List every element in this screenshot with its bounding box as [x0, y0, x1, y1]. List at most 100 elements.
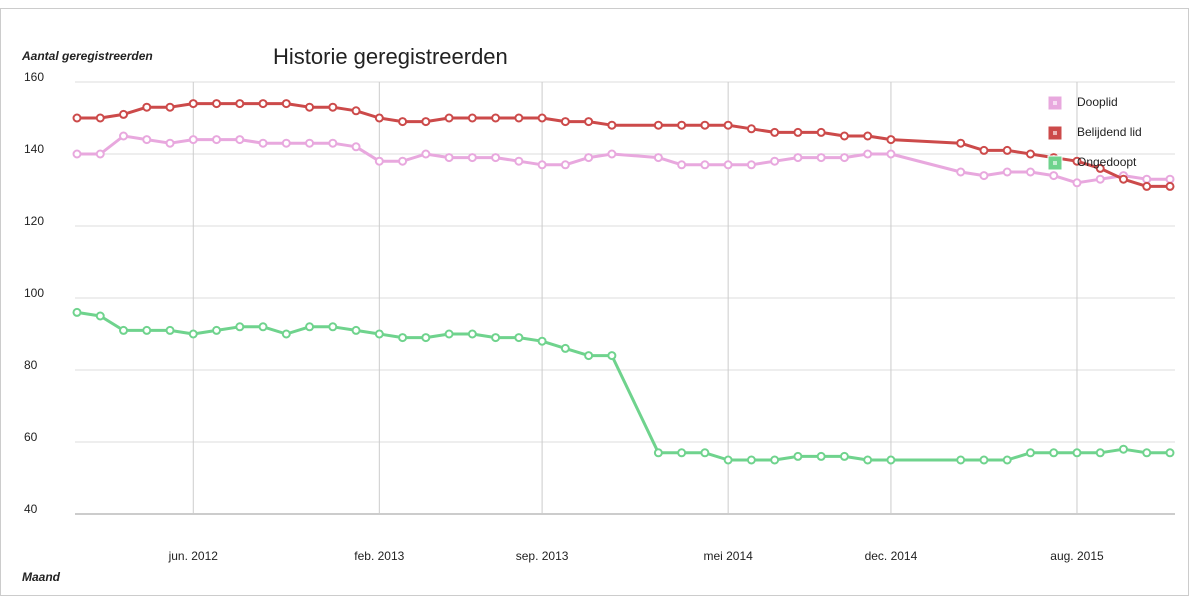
data-point [1049, 448, 1059, 458]
data-point [235, 322, 245, 332]
data-point [165, 325, 175, 335]
data-point [746, 455, 756, 465]
data-point [979, 455, 989, 465]
data-point [816, 153, 826, 163]
data-point [677, 120, 687, 130]
data-point [374, 329, 384, 339]
data-point [677, 448, 687, 458]
y-tick-label: 160 [24, 70, 44, 84]
data-point [188, 99, 198, 109]
data-point [793, 127, 803, 137]
data-point [212, 99, 222, 109]
data-point [723, 455, 733, 465]
data-point [258, 138, 268, 148]
data-point [491, 333, 501, 343]
data-point [1049, 171, 1059, 181]
data-point [1025, 149, 1035, 159]
data-point [839, 131, 849, 141]
data-point [305, 102, 315, 112]
data-point [723, 160, 733, 170]
data-point [1025, 167, 1035, 177]
data-point [467, 153, 477, 163]
data-point [560, 343, 570, 353]
data-point [1002, 145, 1012, 155]
legend-swatch-inner [1053, 101, 1057, 105]
data-point [142, 102, 152, 112]
data-point [1165, 174, 1175, 184]
data-point [839, 153, 849, 163]
data-point [700, 448, 710, 458]
data-point [770, 455, 780, 465]
data-point [1165, 448, 1175, 458]
x-tick-label: jun. 2012 [168, 549, 219, 563]
data-point [119, 131, 129, 141]
data-point [723, 120, 733, 130]
x-tick-label: mei 2014 [703, 549, 753, 563]
data-point [188, 135, 198, 145]
data-point [584, 117, 594, 127]
data-point [537, 160, 547, 170]
series [72, 131, 1175, 188]
data-point [1118, 444, 1128, 454]
data-point [863, 149, 873, 159]
data-point [165, 102, 175, 112]
data-point [1095, 448, 1105, 458]
y-tick-label: 60 [24, 430, 38, 444]
data-point [258, 99, 268, 109]
data-point [235, 135, 245, 145]
data-point [351, 106, 361, 116]
data-point [886, 149, 896, 159]
data-point [746, 124, 756, 134]
data-point [444, 329, 454, 339]
data-point [1025, 448, 1035, 458]
x-tick-label: dec. 2014 [865, 549, 918, 563]
data-point [514, 156, 524, 166]
data-point [1165, 181, 1175, 191]
data-point [188, 329, 198, 339]
x-tick-label: feb. 2013 [354, 549, 404, 563]
data-point [235, 99, 245, 109]
frame [0, 8, 1189, 596]
data-point [491, 113, 501, 123]
data-point [281, 329, 291, 339]
data-point [328, 102, 338, 112]
data-point [142, 135, 152, 145]
data-point [1142, 448, 1152, 458]
data-point [72, 307, 82, 317]
y-tick-label: 120 [24, 214, 44, 228]
data-point [886, 135, 896, 145]
data-point [281, 138, 291, 148]
data-point [793, 451, 803, 461]
data-point [1002, 455, 1012, 465]
data-point [1002, 167, 1012, 177]
legend-label: Belijdend lid [1077, 125, 1142, 139]
data-point [537, 113, 547, 123]
data-point [653, 153, 663, 163]
data-point [956, 167, 966, 177]
data-point [421, 117, 431, 127]
data-point [1095, 163, 1105, 173]
data-point [467, 113, 477, 123]
data-point [165, 138, 175, 148]
data-point [444, 113, 454, 123]
data-point [653, 120, 663, 130]
data-point [328, 138, 338, 148]
series [72, 307, 1175, 465]
data-point [746, 160, 756, 170]
data-point [956, 455, 966, 465]
x-axis-title: Maand [22, 570, 61, 584]
data-point [537, 336, 547, 346]
data-point [700, 160, 710, 170]
data-point [72, 113, 82, 123]
data-point [607, 149, 617, 159]
y-tick-label: 140 [24, 142, 44, 156]
chart-title: Historie geregistreerden [273, 44, 508, 69]
data-point [281, 99, 291, 109]
data-point [119, 109, 129, 119]
y-tick-label: 80 [24, 358, 38, 372]
data-point [398, 156, 408, 166]
data-point [584, 351, 594, 361]
data-point [351, 142, 361, 152]
data-point [839, 451, 849, 461]
data-point [793, 153, 803, 163]
